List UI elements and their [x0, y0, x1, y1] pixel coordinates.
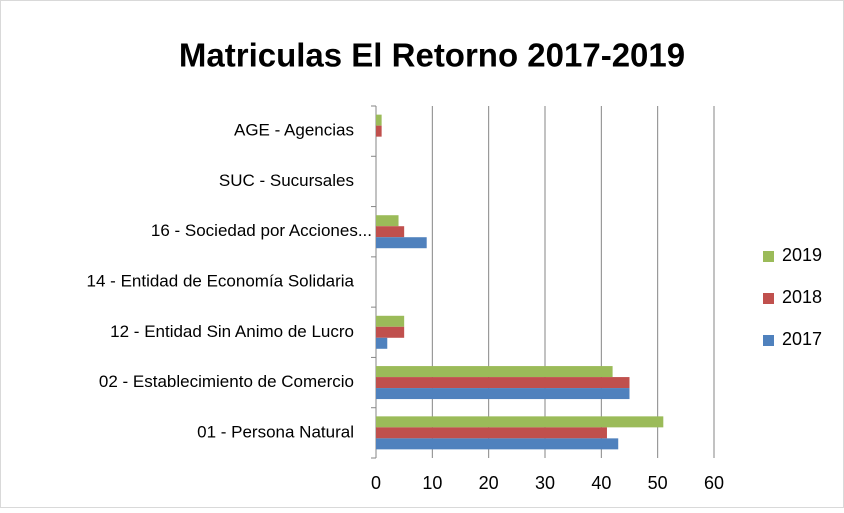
x-tick-label: 30: [535, 473, 555, 493]
bar: [376, 226, 405, 238]
legend-label: 2018: [782, 287, 822, 307]
x-tick-label: 20: [479, 473, 499, 493]
y-tick-label: 16 - Sociedad por Acciones...: [151, 221, 372, 240]
y-tick-label: 02 - Establecimiento de Comercio: [99, 372, 354, 391]
y-tick-label: 01 - Persona Natural: [197, 422, 354, 441]
bar: [376, 125, 382, 137]
bar: [376, 315, 405, 327]
x-tick-label: 40: [591, 473, 611, 493]
bar: [376, 427, 607, 439]
x-tick-label: 60: [704, 473, 724, 493]
bar: [376, 366, 613, 378]
y-tick-label: SUC - Sucursales: [219, 171, 354, 190]
bar: [376, 114, 382, 126]
x-tick-label: 0: [371, 473, 381, 493]
bar: [376, 215, 399, 227]
bar: [376, 237, 427, 249]
y-tick-label: 12 - Entidad Sin Animo de Lucro: [110, 322, 354, 341]
chart-title: Matriculas El Retorno 2017-2019: [179, 37, 685, 74]
bar: [376, 438, 619, 450]
legend-swatch: [763, 335, 774, 346]
legend-swatch: [763, 293, 774, 304]
x-tick-label: 10: [422, 473, 442, 493]
bar: [376, 337, 388, 349]
y-tick-label: AGE - Agencias: [234, 121, 354, 140]
x-tick-label: 50: [648, 473, 668, 493]
legend-swatch: [763, 251, 774, 262]
legend-label: 2019: [782, 245, 822, 265]
y-tick-label: 14 - Entidad de Economía Solidaria: [87, 271, 355, 290]
bar: [376, 377, 630, 389]
bar: [376, 388, 630, 400]
legend-label: 2017: [782, 329, 822, 349]
bar: [376, 326, 405, 338]
bar: [376, 416, 664, 428]
